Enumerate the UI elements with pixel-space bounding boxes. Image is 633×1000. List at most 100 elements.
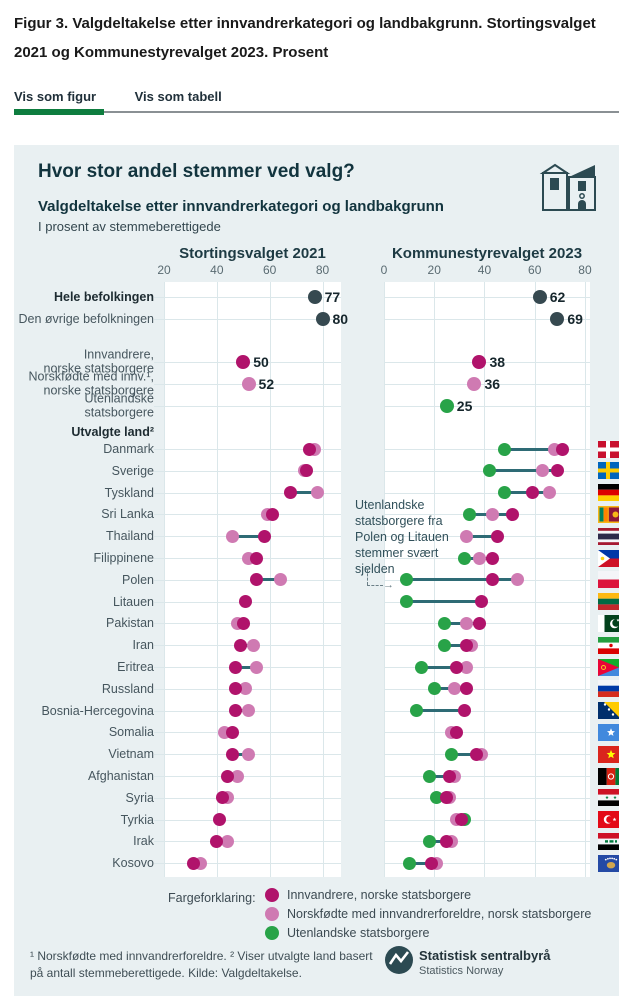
flag-ba-icon (598, 702, 619, 720)
ssb-logo-icon (384, 945, 414, 980)
dot-innvandrere-2021 (257, 529, 271, 543)
flag-lt-icon (598, 593, 619, 611)
row-label: Bosnia-Hercegovina (41, 703, 154, 718)
dot-innvandrere-2023 (442, 769, 456, 783)
connector-line (235, 665, 257, 669)
row-guideline (384, 710, 590, 712)
dot-utenlandske-2023 (462, 507, 476, 521)
legend-dot-utenlandske-icon (265, 926, 279, 940)
dot-innvandrere-2023 (525, 486, 539, 500)
dot-innvandrere-2021 (234, 638, 248, 652)
annotation-connector-vertical (367, 569, 368, 585)
row-label: Sri Lanka (101, 507, 154, 522)
dot-utenlandske-2023 (445, 747, 459, 761)
chart-title: Hvor stor andel stemmer ved valg? (38, 161, 355, 182)
row-guideline (384, 863, 590, 865)
connector-line (421, 665, 467, 669)
dot-innvandrere-2021 (228, 704, 242, 718)
dot-norskfodte-2023 (460, 616, 474, 630)
connector-line (489, 469, 558, 473)
dot-utenlandske-2023 (483, 464, 496, 478)
dot-utenlandske-2023 (437, 616, 451, 630)
dot-innvandrere-2023 (475, 595, 489, 609)
value-label: 36 (484, 376, 501, 392)
dot-norskfodte-2023 (460, 529, 474, 543)
legend-dot-innvandrere-icon (265, 888, 279, 902)
flag-xk-icon (598, 854, 619, 872)
dot-innvandrere-2023 (555, 442, 569, 456)
row-label: Thailand (106, 529, 154, 543)
axis-tick-label: 80 (315, 263, 330, 277)
summary-dot-2021 (236, 355, 251, 369)
dot-innvandrere-2023 (460, 638, 474, 652)
legend-title: Fargeforklaring: (168, 891, 256, 905)
summary-dot-2023 (532, 290, 547, 304)
row-label: Den øvrige befolkningen (18, 311, 155, 326)
row-guideline (154, 319, 341, 320)
dot-innvandrere-2023 (457, 704, 471, 718)
axis-tick-label: 80 (578, 263, 592, 277)
dot-norskfodte-2021 (220, 834, 234, 848)
axis-tick-label: 40 (477, 263, 492, 277)
row-label: Hele befolkingen (53, 289, 154, 304)
row-guideline (384, 841, 590, 843)
value-label: 69 (567, 311, 583, 327)
dot-innvandrere-2021 (236, 616, 250, 630)
row-label: Tyrkia (120, 812, 154, 827)
dot-utenlandske-2023 (402, 856, 416, 870)
row-guideline (384, 797, 590, 799)
value-label: 50 (253, 354, 269, 370)
row-label: Utvalgte land² (71, 424, 154, 439)
value-label: 77 (324, 289, 341, 305)
flag-ru-icon (598, 680, 619, 698)
row-label: Sverige (111, 463, 154, 478)
row-guideline (154, 841, 341, 843)
dot-norskfodte-2023 (472, 551, 486, 565)
connector-line (235, 709, 249, 713)
legend-item-innvandrere: Innvandrere, norske statsborgere (265, 888, 471, 902)
figure-title: Figur 3. Valgdeltakelse etter innvandrer… (14, 15, 596, 61)
dot-norskfodte-2021 (310, 486, 324, 500)
dot-norskfodte-2021 (273, 573, 287, 587)
flag-ir-icon (598, 636, 619, 654)
dot-innvandrere-2023 (460, 682, 474, 696)
row-label: Filippinene (93, 550, 154, 565)
dot-innvandrere-2023 (450, 725, 464, 739)
connector-line (290, 491, 318, 495)
value-label: 62 (549, 289, 566, 305)
dot-innvandrere-2021 (228, 682, 242, 696)
flag-so-icon (598, 723, 619, 741)
dot-innvandrere-2021 (210, 834, 224, 848)
axis-tick-label: 0 (380, 263, 388, 277)
dot-norskfodte-2023 (543, 486, 557, 500)
dot-innvandrere-2021 (249, 551, 263, 565)
connector-line (444, 643, 472, 647)
legend-item-norskfodte: Norskfødte med innvandrerforeldre, norsk… (265, 907, 591, 921)
summary-dot-2021 (241, 377, 256, 391)
legend-dot-norskfodte-icon (265, 907, 279, 921)
dot-innvandrere-2021 (265, 507, 279, 521)
dot-innvandrere-2023 (472, 616, 486, 630)
flag-de-icon (598, 484, 619, 502)
summary-dot-2023 (439, 399, 454, 413)
dot-innvandrere-2023 (450, 660, 464, 674)
dot-innvandrere-2021 (239, 595, 253, 609)
tab-vis-som-figur[interactable]: Vis som figur (14, 89, 97, 104)
row-guideline (384, 384, 590, 385)
flag-ph-icon (598, 549, 619, 567)
connector-line (466, 534, 498, 538)
row-guideline (154, 732, 341, 734)
tab-vis-som-tabell[interactable]: Vis som tabell (134, 89, 222, 104)
gridline (216, 282, 218, 877)
annotation-arrow-icon: → (383, 579, 394, 591)
row-guideline (154, 514, 341, 516)
value-label: 25 (456, 398, 473, 414)
dot-innvandrere-2021 (284, 486, 298, 500)
row-guideline (384, 623, 590, 625)
row-guideline (154, 449, 341, 450)
row-guideline (154, 579, 341, 581)
row-label: Pakistan (106, 616, 154, 631)
connector-line (429, 774, 455, 778)
summary-dot-2021 (307, 290, 322, 304)
flag-pl-icon (598, 571, 619, 589)
